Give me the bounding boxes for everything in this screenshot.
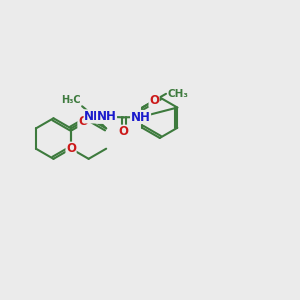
Text: CH₃: CH₃ — [168, 89, 189, 99]
Text: NH: NH — [97, 110, 116, 123]
Text: O: O — [66, 142, 76, 155]
Text: H₃C: H₃C — [61, 94, 80, 105]
Text: NH: NH — [84, 110, 104, 123]
Text: NH: NH — [130, 110, 151, 124]
Text: O: O — [118, 125, 129, 138]
Text: O: O — [149, 94, 159, 107]
Text: O: O — [78, 115, 88, 128]
